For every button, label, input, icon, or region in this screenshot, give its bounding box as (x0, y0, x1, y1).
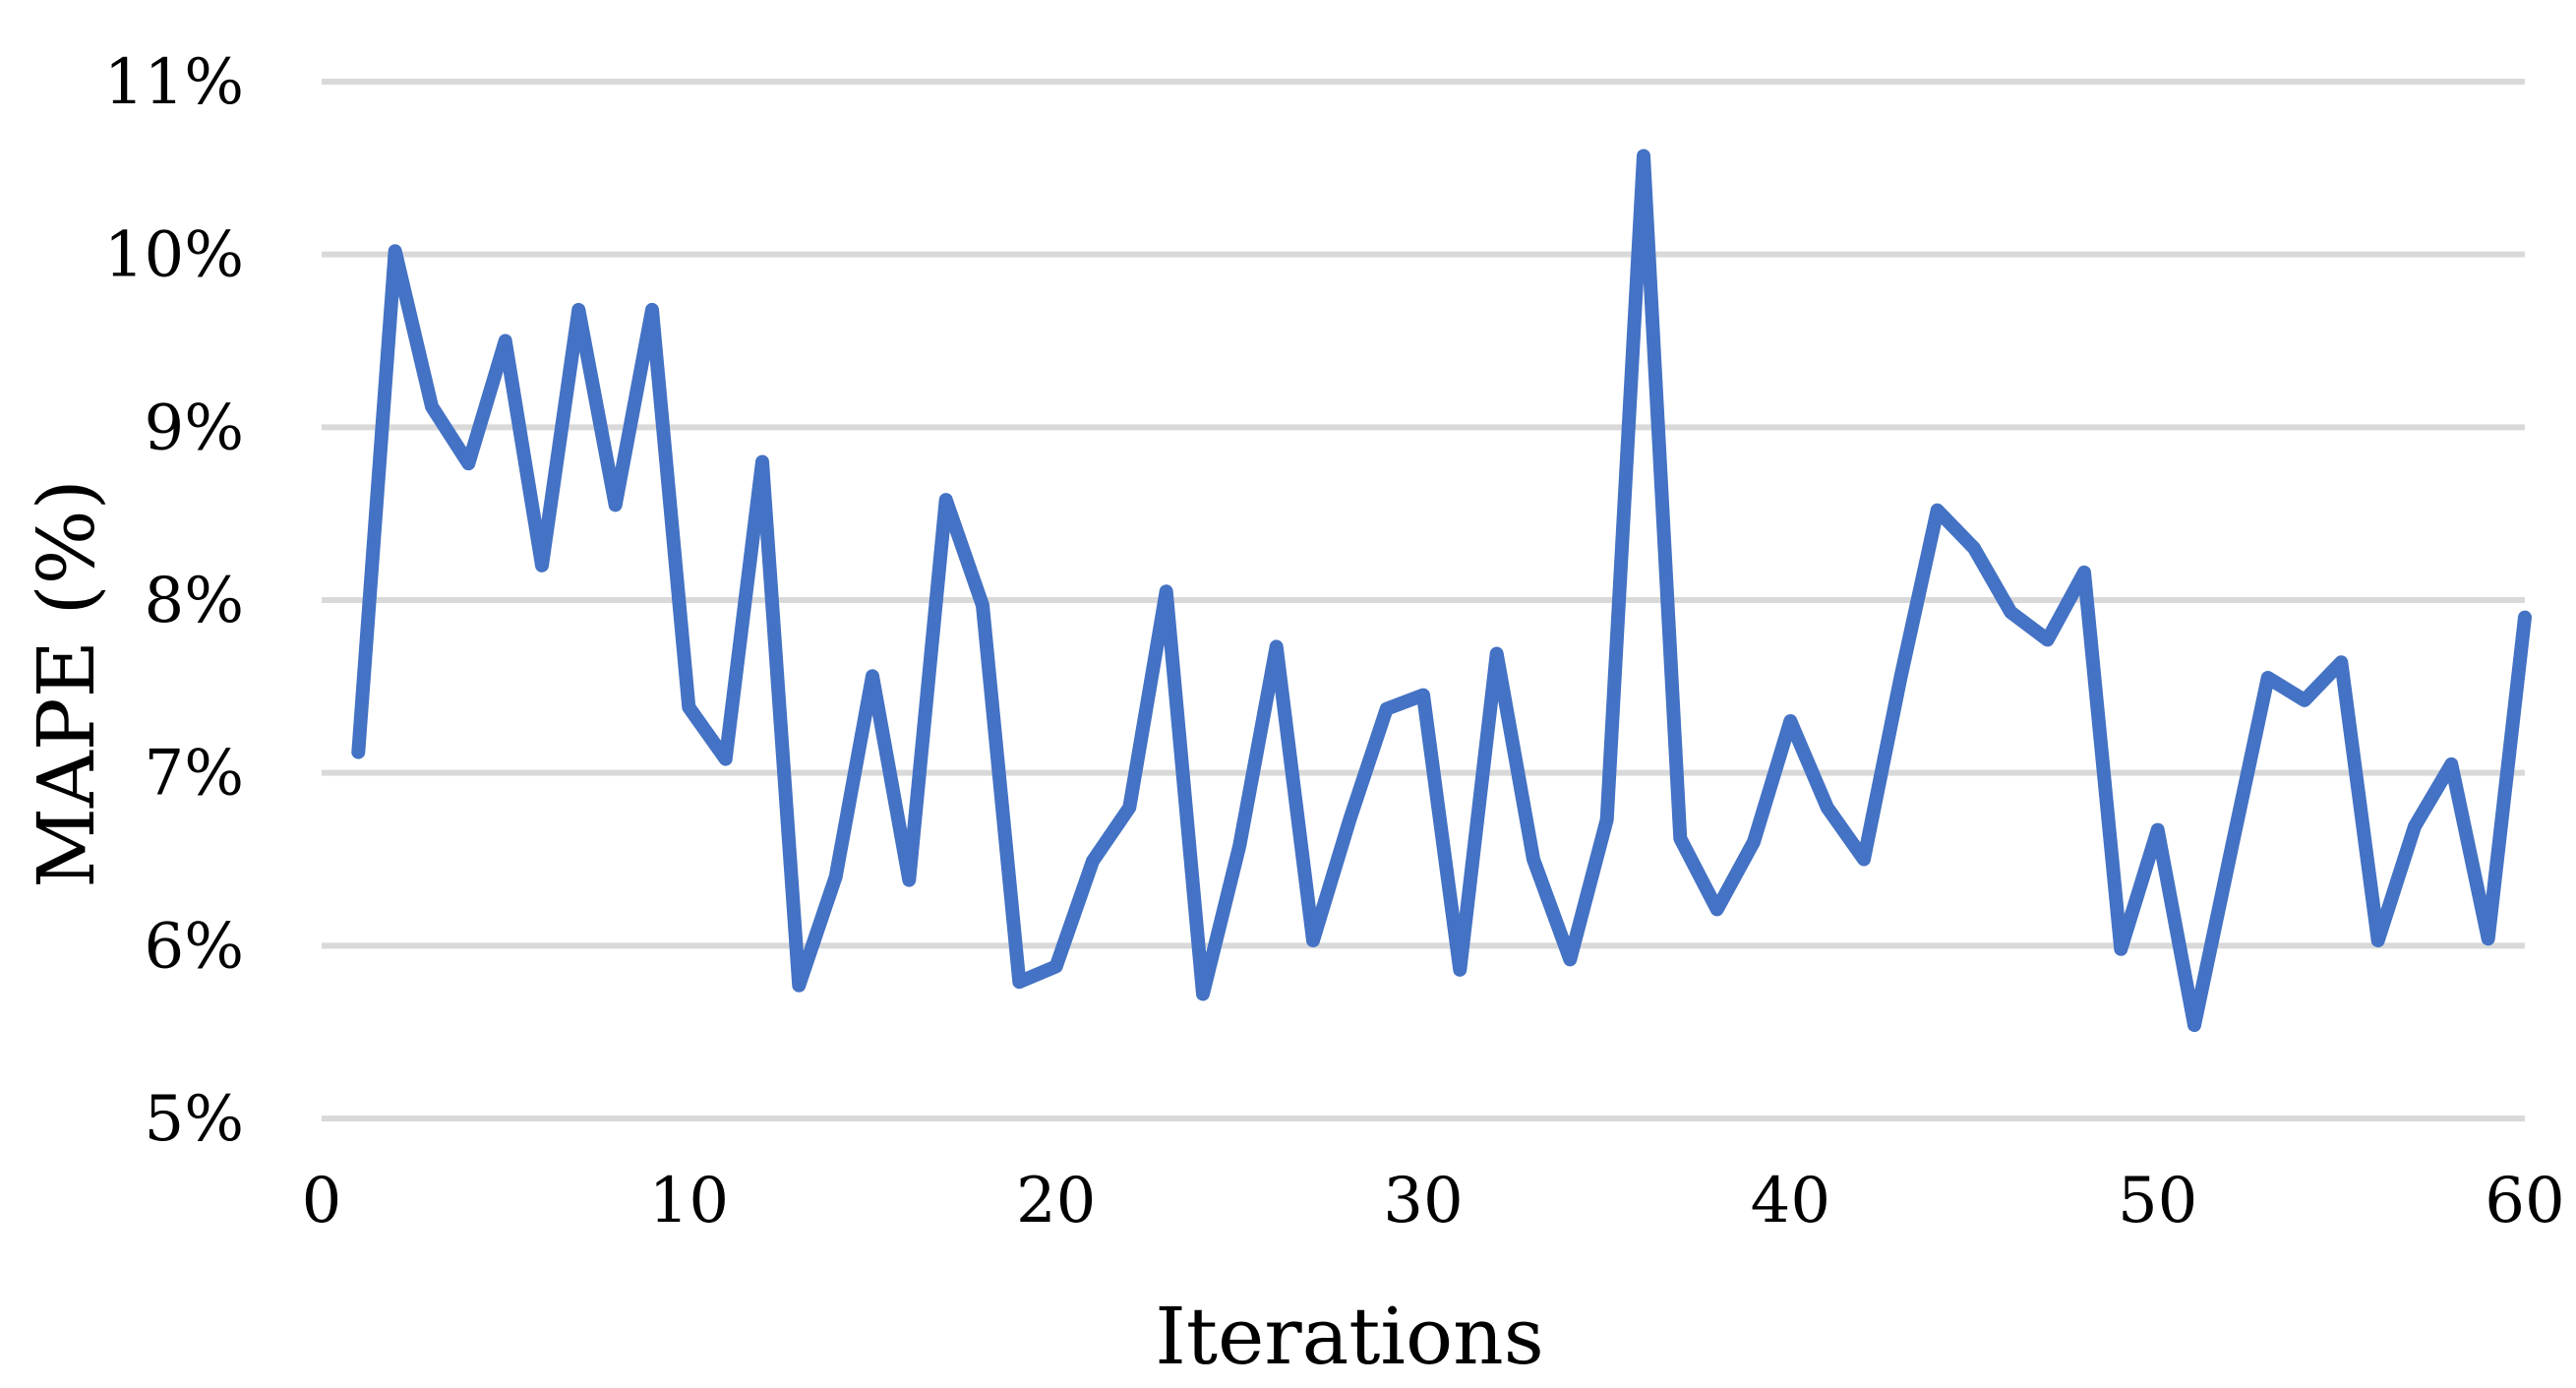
y-tick-label: 6% (144, 910, 244, 983)
x-tick-label: 60 (2485, 1165, 2564, 1237)
x-tick-label: 20 (1016, 1165, 1096, 1237)
y-tick-label: 9% (144, 392, 244, 464)
x-axis-ticks: 0 10 20 30 40 50 60 (302, 1165, 2565, 1237)
y-tick-label: 8% (144, 565, 244, 637)
y-axis-ticks: 5% 6% 7% 8% 9% 10% 11% (104, 46, 244, 1156)
y-tick-label: 5% (144, 1083, 244, 1156)
x-tick-label: 40 (1751, 1165, 1830, 1237)
x-tick-label: 10 (649, 1165, 729, 1237)
series-layer (351, 149, 2532, 1033)
gridlines (322, 79, 2525, 1121)
x-tick-label: 0 (302, 1165, 342, 1237)
series-line (351, 149, 2532, 1033)
x-axis-title: Iterations (1155, 1291, 1544, 1382)
x-tick-label: 50 (2118, 1165, 2197, 1237)
y-tick-label: 7% (144, 738, 244, 811)
y-tick-label: 11% (104, 46, 244, 119)
x-tick-label: 30 (1383, 1165, 1463, 1237)
y-tick-label: 10% (104, 219, 244, 292)
y-axis-title: MAPE (%) (21, 479, 112, 888)
